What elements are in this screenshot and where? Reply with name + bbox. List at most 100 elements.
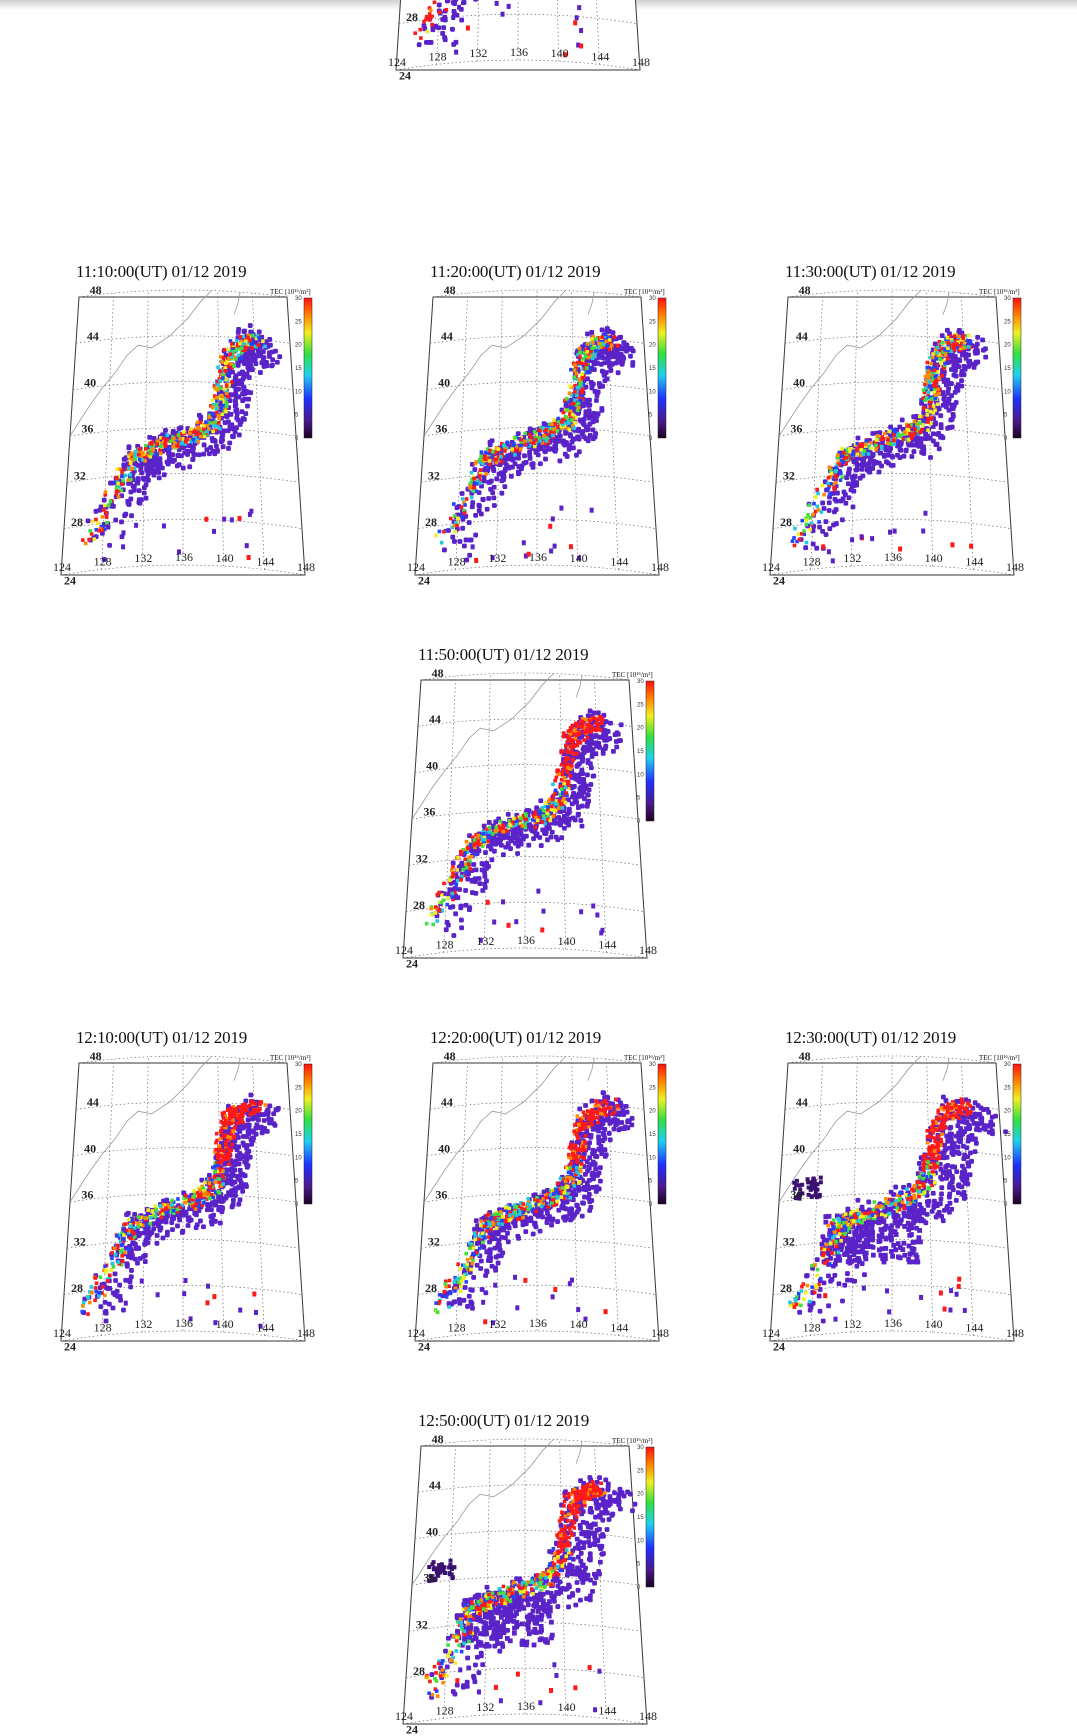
tec-point: [575, 733, 579, 737]
tec-point: [556, 417, 560, 421]
lon-tick-label: 140: [925, 551, 943, 565]
tec-point: [455, 524, 459, 528]
tec-point: [215, 396, 219, 400]
tec-point: [225, 404, 229, 408]
tec-point: [940, 333, 945, 338]
tec-point: [918, 431, 922, 435]
tec-point: [591, 903, 595, 908]
tec-point: [569, 368, 573, 372]
tec-point: [812, 502, 816, 506]
tec-point: [242, 342, 246, 346]
tec-point: [456, 895, 461, 900]
tec-point: [242, 329, 247, 334]
tec-point: [587, 724, 591, 728]
tec-point: [417, 42, 422, 47]
tec-point: [942, 379, 947, 384]
tec-point: [530, 829, 535, 834]
lon-tick-label: 128: [803, 554, 821, 568]
tec-point: [934, 397, 938, 401]
tec-point: [470, 500, 475, 505]
tec-point: [957, 328, 962, 333]
tec-point: [608, 721, 613, 726]
tec-point: [822, 506, 827, 511]
tec-point: [562, 735, 566, 739]
tec-point: [961, 346, 965, 350]
lat-tick-label: 24: [773, 574, 785, 588]
tec-point: [240, 392, 245, 397]
tec-point: [549, 548, 553, 553]
tec-point: [232, 364, 236, 368]
tec-point: [932, 404, 936, 408]
tec-point: [950, 425, 955, 430]
tec-point: [130, 467, 134, 471]
tec-point: [471, 544, 475, 549]
tec-point: [247, 555, 251, 560]
tec-point: [472, 477, 476, 481]
tec-point: [617, 335, 622, 340]
lon-tick-label: 136: [884, 550, 902, 564]
tec-point: [792, 536, 796, 540]
tec-point: [837, 463, 841, 467]
tec-point: [469, 481, 473, 485]
tec-point: [579, 768, 584, 773]
tec-point: [94, 509, 99, 514]
tec-point: [630, 363, 635, 368]
tec-point: [827, 487, 831, 491]
lon-tick-label: 136: [510, 45, 528, 59]
tec-point: [212, 529, 216, 534]
tec-point: [512, 835, 517, 840]
tec-point: [483, 850, 488, 855]
tec-point: [474, 462, 478, 466]
tec-point: [242, 417, 247, 422]
tec-point: [930, 362, 934, 366]
tec-point: [460, 505, 464, 509]
tec-point: [619, 722, 624, 727]
tec-point: [922, 406, 926, 410]
tec-point: [817, 525, 822, 530]
tec-point: [936, 346, 940, 350]
tec-point: [92, 537, 96, 541]
tec-point: [543, 831, 548, 836]
tec-point: [586, 760, 591, 765]
tec-point: [256, 348, 261, 353]
tec-point: [459, 18, 464, 23]
tec-point: [565, 408, 569, 412]
tec-point: [571, 757, 575, 761]
tec-point: [571, 816, 576, 821]
tec-point: [628, 354, 633, 359]
lat-tick-label: 44: [429, 712, 441, 726]
tec-point: [221, 376, 225, 380]
tec-point: [553, 821, 558, 826]
tec-point: [827, 508, 832, 513]
tec-point: [573, 363, 577, 367]
lat-tick-label: 32: [74, 469, 86, 483]
tec-point: [216, 383, 220, 387]
tec-point: [616, 370, 621, 375]
lon-tick-label: 148: [1006, 560, 1024, 574]
lon-tick-label: 144: [256, 554, 274, 568]
lat-tick-label: 28: [425, 515, 437, 529]
tec-point: [223, 420, 228, 425]
tec-point: [192, 438, 196, 442]
tec-point: [138, 447, 142, 451]
tec-point: [518, 830, 523, 835]
lat-tick-label: 48: [799, 283, 811, 297]
tec-point: [911, 434, 915, 438]
tec-point: [144, 444, 148, 448]
tec-point: [882, 453, 887, 458]
tec-point: [566, 751, 570, 755]
tec-point: [600, 355, 605, 360]
lat-tick-label: 36: [423, 805, 435, 819]
lat-tick-label: 40: [438, 375, 450, 389]
tec-point: [579, 909, 583, 914]
tec-point: [564, 744, 568, 748]
tec-point: [577, 437, 582, 442]
tec-point: [912, 449, 917, 454]
tec-point: [940, 374, 944, 378]
tec-point: [523, 432, 527, 436]
tec-point: [835, 491, 840, 496]
tec-point: [571, 437, 576, 442]
tec-point: [543, 449, 548, 454]
